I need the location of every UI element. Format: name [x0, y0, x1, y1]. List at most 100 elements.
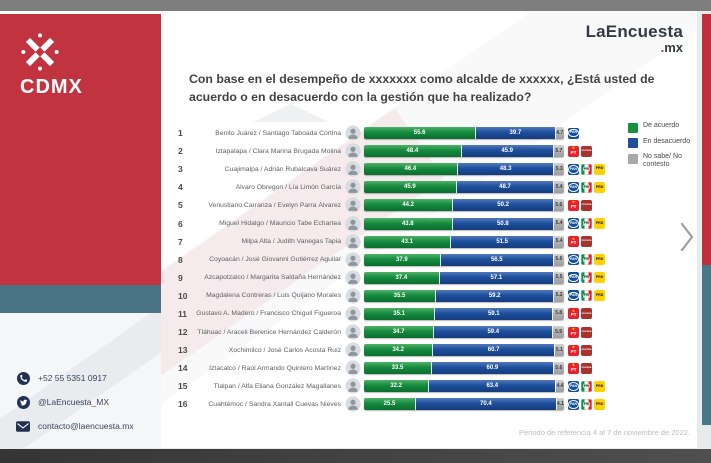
segment-de-acuerdo-value: 33.5: [391, 365, 404, 372]
pt-party-label: PT: [570, 366, 577, 372]
whatsapp-icon: [16, 371, 30, 385]
legend-item-de-acuerdo: De acuerdo: [628, 122, 694, 133]
table-row: 3 Cuajimalpa / Adrián Rubalcava Suárez 46.…: [176, 160, 676, 178]
pan-party-label: PAN: [568, 291, 579, 301]
pri-party-logo-icon: PRI: [581, 163, 592, 175]
row-label: Cuajimalpa / Adrián Rubalcava Suárez: [224, 165, 341, 173]
segment-de-acuerdo-value: 34.2: [392, 347, 405, 354]
row-rank: 7: [178, 236, 183, 247]
pri-party-logo-icon: PRI: [581, 254, 592, 266]
segment-no-sabe: 5.1: [553, 344, 564, 357]
segment-en-desacuerdo: 50.2: [452, 199, 553, 212]
party-logos: PAN PRI PRD: [568, 181, 605, 193]
row-label: Milpa Alta / Judith Vanegas Tapia: [241, 238, 342, 246]
prd-party-logo-icon: PRD: [594, 272, 605, 284]
pri-party-label: PRI: [583, 257, 590, 262]
pan-party-label: PAN: [568, 273, 579, 283]
segment-en-desacuerdo-value: 59.2: [488, 292, 501, 299]
legend-item-en-desacuerdo: En desacuerdo: [628, 137, 694, 148]
contact-phone: +52 55 5351 0917: [16, 371, 166, 385]
row-rank: 10: [178, 290, 188, 301]
segment-en-desacuerdo: 48.3: [456, 163, 554, 176]
reference-period-note: Periodo de referencia 4 al 7 de noviembr…: [519, 428, 690, 437]
segment-de-acuerdo-value: 45.9: [404, 184, 416, 191]
row-rank: 2: [178, 146, 183, 157]
chart-rows: 1 Benito Juárez / Santiago Taboada Cortin…: [176, 124, 676, 414]
segment-en-desacuerdo: 60.7: [432, 344, 554, 357]
legend-label: En desacuerdo: [643, 137, 691, 145]
segment-de-acuerdo: 32.2: [364, 380, 429, 393]
contact-twitter-text: @LaEncuesta_MX: [38, 397, 110, 407]
segment-en-desacuerdo-value: 50.8: [497, 220, 509, 227]
segment-no-sabe: 5.3: [553, 163, 564, 176]
legend-item-no-sabe: No sabe/ No contesto: [628, 153, 694, 169]
segment-en-desacuerdo: 45.9: [460, 145, 553, 158]
morena-party-logo-icon: morena: [581, 344, 592, 356]
pan-party-label: PAN: [568, 164, 579, 174]
approval-bar: 45.9 48.7 5.4: [364, 181, 564, 194]
segment-no-sabe: 4.1: [555, 398, 564, 411]
segment-de-acuerdo-value: 25.5: [383, 401, 396, 408]
pt-party-logo-icon: ★ PT: [568, 145, 579, 157]
party-logos: PAN PRI PRD: [568, 254, 605, 266]
segment-de-acuerdo: 46.4: [364, 163, 457, 176]
row-rank: 12: [178, 327, 188, 338]
segment-no-sabe-value: 5.5: [555, 274, 563, 281]
cdmx-logo-text: CDMX: [20, 76, 83, 98]
segment-no-sabe-value: 5.4: [555, 183, 563, 190]
segment-no-sabe-value: 5.4: [555, 220, 563, 227]
avatar: [346, 379, 360, 394]
segment-de-acuerdo-value: 37.4: [395, 274, 408, 281]
row-rank: 13: [178, 345, 188, 356]
pt-star-icon: ★: [571, 236, 576, 241]
morena-party-label: morena: [581, 365, 592, 369]
avatar: [346, 343, 360, 358]
approval-bar: 35.1 59.1 5.8: [364, 307, 564, 320]
segment-de-acuerdo-value: 37.9: [396, 256, 408, 263]
morena-party-logo-icon: morena: [581, 199, 592, 211]
party-logos: ★ PT morena: [568, 236, 592, 248]
avatar: [346, 397, 360, 412]
segment-de-acuerdo: 55.6: [364, 127, 476, 140]
pt-star-icon: ★: [571, 308, 576, 313]
avatar: [346, 288, 360, 303]
approval-bar: 34.2 60.7 5.1: [364, 344, 564, 357]
segment-en-desacuerdo: 70.4: [415, 398, 556, 411]
pan-party-label: PAN: [568, 183, 579, 192]
pt-party-label: PT: [570, 149, 577, 155]
row-rank: 14: [178, 363, 188, 374]
next-slide-arrow[interactable]: [677, 220, 697, 258]
morena-party-label: morena: [581, 148, 592, 152]
segment-de-acuerdo: 43.8: [364, 217, 452, 230]
party-logos: PAN PRI PRD: [568, 398, 605, 410]
pt-star-icon: ★: [571, 200, 576, 205]
avatar: [346, 234, 360, 249]
morena-party-logo-icon: morena: [581, 145, 592, 157]
pan-party-logo-icon: PAN: [568, 380, 579, 392]
cdmx-logo: CDMX: [20, 32, 83, 99]
legend-label: De acuerdo: [643, 122, 680, 129]
sidebar: CDMX: [0, 14, 161, 285]
pri-party-label: PRI: [583, 383, 590, 389]
chevron-right-icon: [679, 221, 695, 258]
segment-de-acuerdo-value: 46.4: [404, 166, 417, 173]
segment-en-desacuerdo-value: 59.1: [487, 310, 500, 317]
segment-en-desacuerdo-value: 48.3: [499, 166, 512, 173]
segment-en-desacuerdo-value: 60.9: [486, 365, 499, 372]
pt-party-label: PT: [570, 348, 577, 354]
pri-party-label: PRI: [583, 401, 590, 407]
pri-party-logo-icon: PRI: [581, 181, 592, 193]
segment-en-desacuerdo: 39.7: [475, 127, 555, 140]
segment-de-acuerdo: 25.5: [364, 398, 415, 411]
pri-party-logo-icon: PRI: [581, 398, 592, 410]
cdmx-logo-icon: [20, 32, 83, 72]
next-slide-edge-red: [702, 14, 711, 265]
party-logos: ★ PT morena: [568, 308, 592, 320]
legend-label: No sabe/ No contesto: [643, 153, 682, 169]
table-row: 4 Álvaro Obregon / Lía Limón García 45.9 48…: [176, 178, 676, 196]
approval-bar: 46.4 48.3 5.3: [364, 163, 564, 176]
row-rank: 6: [178, 218, 183, 229]
segment-en-desacuerdo-value: 59.4: [487, 329, 500, 336]
window-top-strip: [0, 0, 711, 11]
